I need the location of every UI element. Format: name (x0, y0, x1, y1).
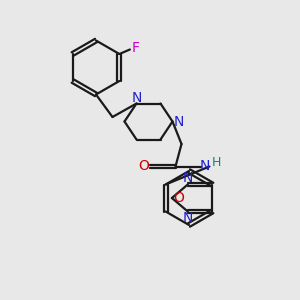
Text: H: H (212, 156, 221, 170)
Text: N: N (174, 115, 184, 128)
Text: N: N (183, 172, 193, 185)
Text: N: N (131, 91, 142, 105)
Text: O: O (138, 160, 149, 173)
Text: N: N (183, 211, 193, 224)
Text: O: O (173, 191, 184, 205)
Text: N: N (200, 160, 210, 173)
Text: F: F (132, 41, 140, 55)
